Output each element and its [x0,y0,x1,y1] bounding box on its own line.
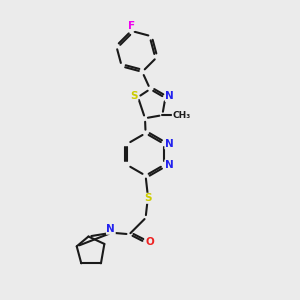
Text: S: S [130,91,138,101]
Text: N: N [165,160,174,170]
Text: O: O [145,238,154,248]
Text: N: N [106,224,115,234]
Text: CH₃: CH₃ [172,111,190,120]
Text: S: S [144,193,152,203]
Text: N: N [165,92,174,101]
Text: F: F [128,21,135,31]
Text: N: N [165,139,174,149]
